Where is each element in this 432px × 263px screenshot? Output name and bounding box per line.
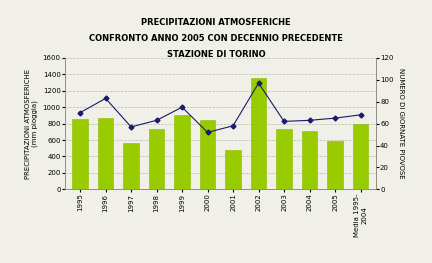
Text: CONFRONTO ANNO 2005 CON DECENNIO PRECEDENTE: CONFRONTO ANNO 2005 CON DECENNIO PRECEDE… <box>89 34 343 43</box>
Y-axis label: PRECIPITAZIONI ATMOSFERICHE
(mm pioggia): PRECIPITAZIONI ATMOSFERICHE (mm pioggia) <box>25 69 38 179</box>
Bar <box>98 118 113 189</box>
Bar <box>226 150 241 189</box>
Bar <box>276 129 292 189</box>
Bar <box>327 141 343 189</box>
Text: STAZIONE DI TORINO: STAZIONE DI TORINO <box>167 50 265 59</box>
Text: PRECIPITAZIONI ATMOSFERICHE: PRECIPITAZIONI ATMOSFERICHE <box>141 18 291 27</box>
Bar <box>73 119 88 189</box>
Y-axis label: NUMERO DI GIORNATE PIOVOSE: NUMERO DI GIORNATE PIOVOSE <box>398 68 403 179</box>
Bar <box>353 124 368 189</box>
Bar <box>149 129 164 189</box>
Bar <box>175 115 190 189</box>
Bar <box>251 78 266 189</box>
Bar <box>124 143 139 189</box>
Bar <box>302 131 317 189</box>
Bar <box>200 120 215 189</box>
